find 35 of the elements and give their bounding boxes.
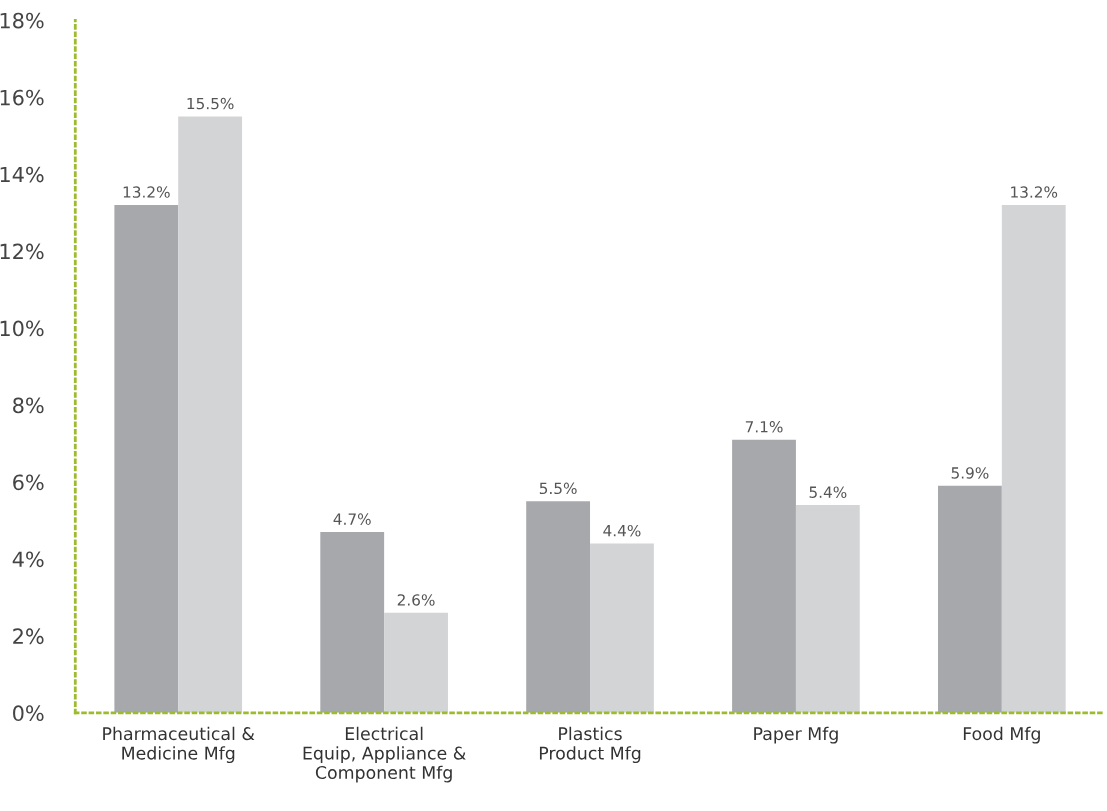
data-label: 4.7% bbox=[333, 513, 371, 525]
x-tick-label: Paper Mfg bbox=[754, 726, 838, 744]
bar bbox=[1001, 204, 1066, 713]
bar bbox=[938, 485, 1002, 713]
bar bbox=[795, 505, 860, 713]
y-tick-label: 18% bbox=[0, 12, 44, 29]
x-tick-label: Pharmaceutical & Medicine Mfg bbox=[103, 726, 255, 763]
y-tick-label: 12% bbox=[0, 243, 44, 260]
y-tick-label: 0% bbox=[13, 705, 44, 722]
data-label: 13.2% bbox=[123, 186, 170, 198]
x-tick-label: Food Mfg bbox=[963, 726, 1040, 744]
x-tick-label: Plastics Product Mfg bbox=[539, 726, 641, 763]
bar bbox=[114, 204, 179, 713]
bar bbox=[384, 612, 448, 713]
y-tick-label: 8% bbox=[13, 397, 44, 414]
data-label: 4.4% bbox=[603, 524, 641, 537]
data-label: 5.9% bbox=[951, 467, 989, 479]
bar bbox=[526, 501, 591, 713]
bar bbox=[590, 543, 654, 713]
y-tick-label: 14% bbox=[0, 166, 44, 183]
data-label: 5.5% bbox=[539, 482, 577, 495]
y-tick-label: 16% bbox=[0, 89, 44, 106]
y-tick-label: 10% bbox=[0, 320, 44, 337]
x-tick-label: Electrical Equip, Appliance & Component Mfg bbox=[303, 726, 466, 783]
bar bbox=[178, 116, 243, 713]
y-tick-label: 4% bbox=[12, 551, 44, 568]
data-label: 2.6% bbox=[397, 594, 435, 606]
y-tick-label: 6% bbox=[13, 474, 44, 491]
bar bbox=[320, 532, 385, 713]
data-label: 5.4% bbox=[809, 486, 847, 498]
data-label: 13.2% bbox=[1011, 186, 1058, 198]
bar bbox=[732, 439, 796, 713]
y-tick-label: 2% bbox=[13, 628, 44, 645]
data-label: 15.5% bbox=[187, 97, 234, 110]
data-label: 7.1% bbox=[745, 421, 783, 433]
